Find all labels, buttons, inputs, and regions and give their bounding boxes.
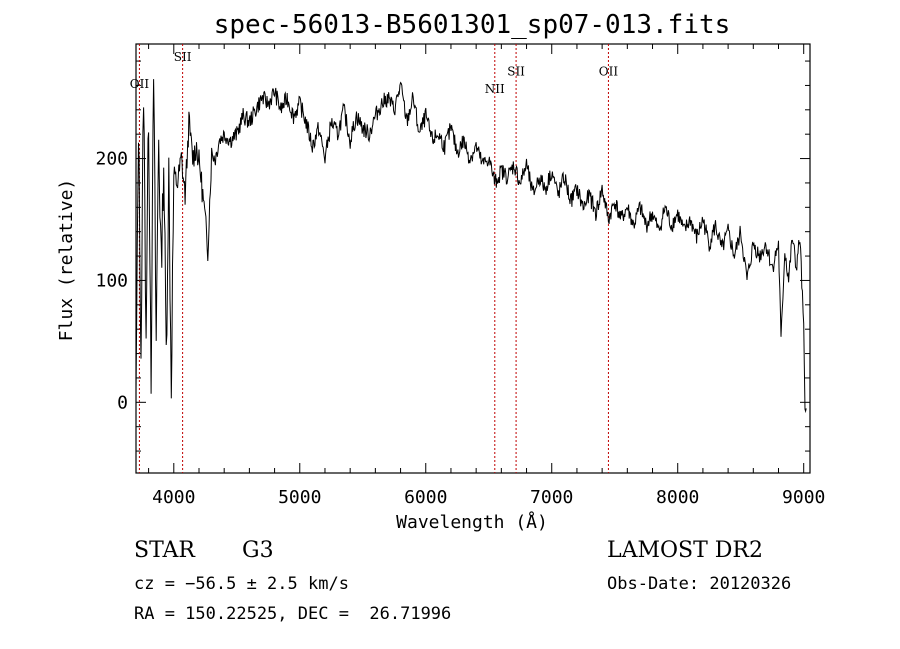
- sky-coordinates: RA = 150.22525, DEC = 26.71996: [134, 604, 452, 624]
- chart-title: spec-56013-B5601301_sp07-013.fits: [214, 10, 731, 40]
- object-subclass: G3: [242, 538, 274, 563]
- x-tick-label: 8000: [656, 487, 699, 508]
- emission-line-label: OII: [130, 77, 150, 91]
- x-tick-label: 6000: [404, 487, 447, 508]
- series-group: [135, 79, 807, 414]
- emission-line-label: NII: [485, 82, 505, 96]
- x-tick-label: 4000: [152, 487, 195, 508]
- y-tick-label: 200: [95, 149, 128, 170]
- x-tick-label: 7000: [530, 487, 573, 508]
- y-tick-label: 0: [117, 392, 128, 413]
- x-tick-label: 9000: [782, 487, 825, 508]
- plot-frame: [135, 43, 811, 474]
- redshift-velocity: cz = −56.5 ± 2.5 km/s: [134, 574, 349, 594]
- survey-name: LAMOST DR2: [607, 538, 763, 563]
- emission-line-label: SII: [174, 50, 192, 64]
- spectrum-line: [135, 79, 807, 414]
- y-tick-label: 100: [95, 270, 128, 291]
- emission-line-label: OII: [599, 65, 619, 79]
- emission-line-label: SII: [507, 65, 525, 79]
- y-axis-label: Flux (relative): [56, 179, 77, 342]
- x-tick-label: 5000: [278, 487, 321, 508]
- axis-ticks: 4000 5000 6000 7000 8000 9000 0 100 200: [95, 44, 825, 508]
- observation-date: Obs-Date: 20120326: [607, 574, 792, 594]
- x-axis-label: Wavelength (Å): [396, 511, 548, 533]
- object-class: STAR: [134, 538, 195, 563]
